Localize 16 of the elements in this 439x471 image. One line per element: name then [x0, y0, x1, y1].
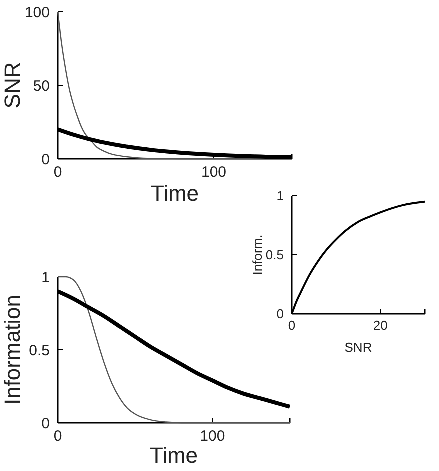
- x-tick-label: 20: [373, 318, 388, 333]
- y-tick-label: 0.5: [29, 342, 50, 360]
- y-tick-label: 1: [42, 269, 50, 286]
- y-axis-title: Information: [0, 294, 25, 406]
- y-tick-label: 0: [42, 151, 50, 168]
- y-tick-label: 50: [33, 78, 50, 95]
- y-axis-title: SNR: [0, 62, 25, 109]
- x-axis-title: Time: [150, 443, 198, 468]
- y-tick-label: 1: [276, 188, 284, 204]
- x-axis-title: SNR: [344, 340, 372, 355]
- y-axis-title: Inform.: [250, 234, 265, 276]
- y-tick-label: 0: [276, 306, 284, 322]
- y-tick-label: 0: [42, 415, 50, 432]
- x-axis-title: Time: [150, 181, 200, 206]
- y-tick-label: 100: [24, 4, 50, 22]
- y-tick-label: 0.5: [266, 248, 284, 263]
